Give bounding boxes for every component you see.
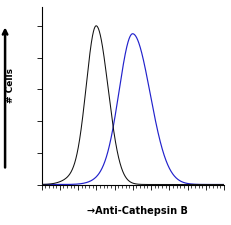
Text: →Anti-Cathepsin B: →Anti-Cathepsin B bbox=[87, 207, 188, 216]
Text: # Cells: # Cells bbox=[6, 68, 15, 103]
